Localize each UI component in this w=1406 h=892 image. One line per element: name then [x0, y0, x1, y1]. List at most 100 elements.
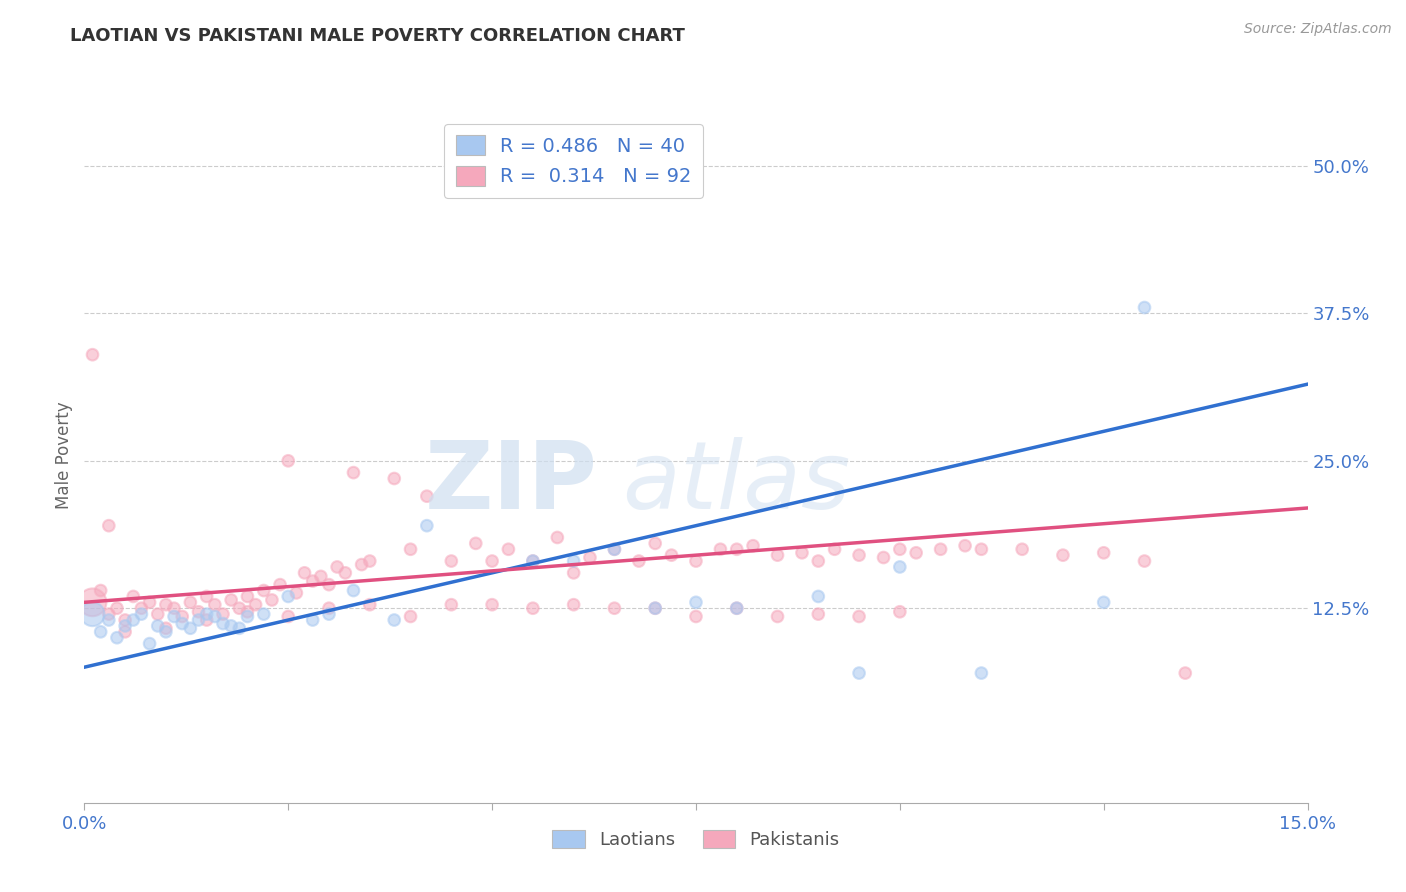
Point: [342, 466, 364, 480]
Point: [644, 601, 666, 615]
Y-axis label: Male Poverty: Male Poverty: [55, 401, 73, 508]
Point: [644, 601, 666, 615]
Point: [187, 613, 209, 627]
Point: [146, 607, 169, 621]
Point: [131, 601, 153, 615]
Point: [546, 531, 568, 545]
Point: [603, 542, 626, 557]
Point: [1092, 546, 1115, 560]
Point: [382, 613, 405, 627]
Point: [172, 616, 194, 631]
Point: [848, 548, 870, 562]
Point: [114, 624, 136, 639]
Point: [766, 548, 789, 562]
Point: [464, 536, 486, 550]
Point: [212, 616, 235, 631]
Point: [277, 609, 299, 624]
Point: [122, 590, 145, 604]
Point: [440, 554, 463, 568]
Point: [481, 598, 503, 612]
Point: [603, 542, 626, 557]
Point: [219, 593, 242, 607]
Point: [603, 601, 626, 615]
Point: [440, 598, 463, 612]
Point: [1133, 301, 1156, 315]
Point: [848, 666, 870, 681]
Point: [253, 583, 276, 598]
Point: [82, 595, 104, 609]
Point: [416, 489, 439, 503]
Text: Source: ZipAtlas.com: Source: ZipAtlas.com: [1244, 22, 1392, 37]
Point: [359, 598, 381, 612]
Text: LAOTIAN VS PAKISTANI MALE POVERTY CORRELATION CHART: LAOTIAN VS PAKISTANI MALE POVERTY CORREL…: [70, 27, 685, 45]
Point: [179, 595, 201, 609]
Point: [269, 577, 291, 591]
Point: [685, 595, 707, 609]
Point: [309, 569, 332, 583]
Point: [953, 539, 976, 553]
Text: atlas: atlas: [623, 437, 851, 528]
Point: [579, 550, 602, 565]
Point: [685, 170, 707, 185]
Point: [318, 607, 340, 621]
Point: [359, 554, 381, 568]
Point: [807, 607, 830, 621]
Point: [212, 607, 235, 621]
Point: [522, 554, 544, 568]
Point: [245, 598, 267, 612]
Point: [1092, 595, 1115, 609]
Point: [382, 471, 405, 485]
Point: [929, 542, 952, 557]
Text: ZIP: ZIP: [425, 437, 598, 529]
Point: [228, 601, 250, 615]
Point: [848, 609, 870, 624]
Point: [90, 624, 112, 639]
Point: [155, 598, 177, 612]
Point: [335, 566, 357, 580]
Point: [236, 590, 259, 604]
Point: [138, 595, 160, 609]
Point: [562, 598, 585, 612]
Point: [301, 574, 323, 588]
Point: [709, 542, 731, 557]
Point: [1011, 542, 1033, 557]
Point: [970, 542, 993, 557]
Point: [82, 607, 104, 621]
Point: [114, 613, 136, 627]
Point: [725, 542, 748, 557]
Point: [725, 601, 748, 615]
Point: [294, 566, 316, 580]
Point: [277, 454, 299, 468]
Point: [1133, 554, 1156, 568]
Point: [253, 607, 276, 621]
Point: [195, 590, 218, 604]
Point: [766, 609, 789, 624]
Point: [301, 613, 323, 627]
Point: [105, 631, 128, 645]
Point: [97, 518, 120, 533]
Point: [742, 539, 765, 553]
Point: [342, 583, 364, 598]
Point: [399, 542, 422, 557]
Point: [163, 609, 186, 624]
Point: [872, 550, 894, 565]
Point: [318, 577, 340, 591]
Point: [163, 601, 186, 615]
Point: [260, 593, 283, 607]
Point: [889, 605, 911, 619]
Point: [562, 566, 585, 580]
Point: [807, 590, 830, 604]
Point: [725, 601, 748, 615]
Point: [82, 348, 104, 362]
Point: [138, 637, 160, 651]
Point: [195, 607, 218, 621]
Point: [522, 554, 544, 568]
Point: [970, 666, 993, 681]
Point: [146, 619, 169, 633]
Point: [905, 546, 928, 560]
Point: [97, 613, 120, 627]
Point: [285, 586, 308, 600]
Point: [318, 601, 340, 615]
Point: [889, 542, 911, 557]
Point: [228, 621, 250, 635]
